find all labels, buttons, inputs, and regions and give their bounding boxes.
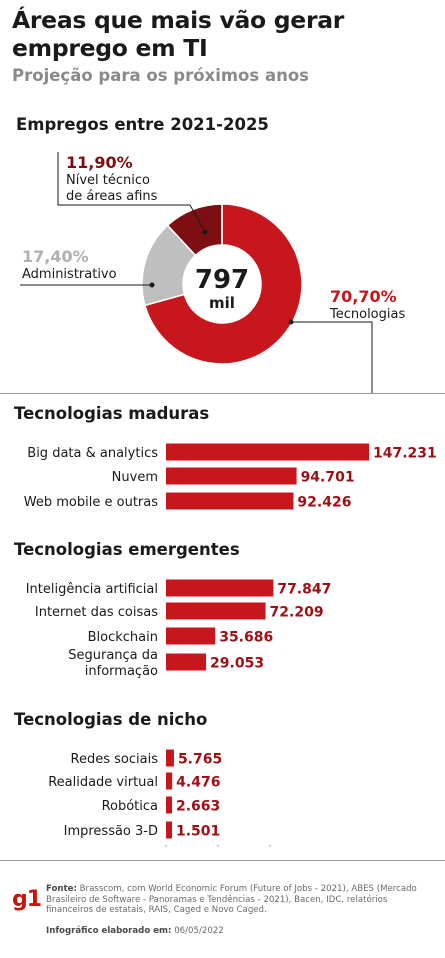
slice-category-label: Administrativo xyxy=(22,267,117,282)
donut-center-unit: mil xyxy=(209,294,235,312)
bar-value-label: 77.847 xyxy=(277,582,331,598)
footer-divider xyxy=(0,860,445,861)
bar xyxy=(166,772,173,790)
bar-value-label: 92.426 xyxy=(297,495,351,511)
bar-value-label: 72.209 xyxy=(270,605,324,621)
g1-logo: g1 xyxy=(12,887,42,912)
bar-value-label: 2.663 xyxy=(176,799,220,815)
bar xyxy=(166,492,294,510)
bar-value-label: 35.686 xyxy=(219,630,273,646)
bar-value-label: 147.231 xyxy=(373,446,437,462)
page-subtitle: Projeção para os próximos anos xyxy=(12,66,309,85)
donut-section-title: Empregos entre 2021-2025 xyxy=(16,115,269,134)
bar-category-label: Impressão 3-D xyxy=(64,824,158,839)
bar-value-label: 5.765 xyxy=(178,752,222,768)
bar xyxy=(166,796,172,814)
bar xyxy=(166,749,174,767)
bar-category-label: Robótica xyxy=(102,799,158,814)
date-label: Infográfico elaborado em: xyxy=(46,926,172,936)
footer-source: Fonte: Brasscom, com World Economic Foru… xyxy=(46,884,436,916)
footer-date: Infográfico elaborado em: 06/05/2022 xyxy=(46,926,224,936)
bar xyxy=(166,467,297,485)
slice-percent-label: 70,70% xyxy=(330,287,397,306)
bar xyxy=(166,627,216,645)
divider xyxy=(0,393,445,394)
bar xyxy=(166,653,207,671)
date-value: 06/05/2022 xyxy=(174,926,224,936)
slice-category-label: de áreas afins xyxy=(66,189,158,204)
source-text: Brasscom, com World Economic Forum (Futu… xyxy=(46,884,417,916)
bar-value-label: 1.501 xyxy=(176,824,220,840)
niche-tech-section-title: Tecnologias de nicho xyxy=(14,710,208,729)
mature-tech-section-title: Tecnologias maduras xyxy=(14,404,210,423)
slice-category-label: Nível técnico xyxy=(66,173,150,188)
bar-category-label: Segurança da xyxy=(68,648,158,663)
leader-line xyxy=(57,152,206,233)
source-label: Fonte: xyxy=(46,884,77,894)
bar-category-label: Realidade virtual xyxy=(48,775,158,790)
bar-value-label: 4.476 xyxy=(176,775,220,791)
page-title: Áreas que mais vão gerar emprego em TI xyxy=(12,6,345,62)
bar xyxy=(166,443,369,461)
bar xyxy=(166,602,266,620)
bar-category-label: Big data & analytics xyxy=(27,446,158,461)
bar-category-label: Nuvem xyxy=(112,470,158,485)
bar-category-label: Redes sociais xyxy=(71,752,159,767)
bar-value-label: 94.701 xyxy=(301,470,355,486)
bar-category-label: informação xyxy=(85,664,158,679)
emerging-tech-section-title: Tecnologias emergentes xyxy=(14,540,240,559)
slice-category-label: Tecnologias xyxy=(329,307,405,322)
donut-slice xyxy=(143,203,303,365)
bar-category-label: Web mobile e outras xyxy=(24,495,158,510)
bar xyxy=(166,579,274,597)
bar-category-label: Blockchain xyxy=(88,630,158,645)
slice-percent-label: 11,90% xyxy=(66,153,133,172)
slice-percent-label: 17,40% xyxy=(22,247,89,266)
bar-category-label: Inteligência artificial xyxy=(26,582,158,597)
bar-category-label: Internet das coisas xyxy=(35,605,158,620)
bar xyxy=(166,821,172,839)
bar-charts: 147.231 Big data & analytics 94.701 Nuvem 92… xyxy=(24,443,437,847)
bar-value-label: 29.053 xyxy=(210,656,264,672)
donut-center-value: 797 xyxy=(195,265,249,295)
donut-slice xyxy=(166,203,223,257)
leader-line xyxy=(291,321,373,393)
